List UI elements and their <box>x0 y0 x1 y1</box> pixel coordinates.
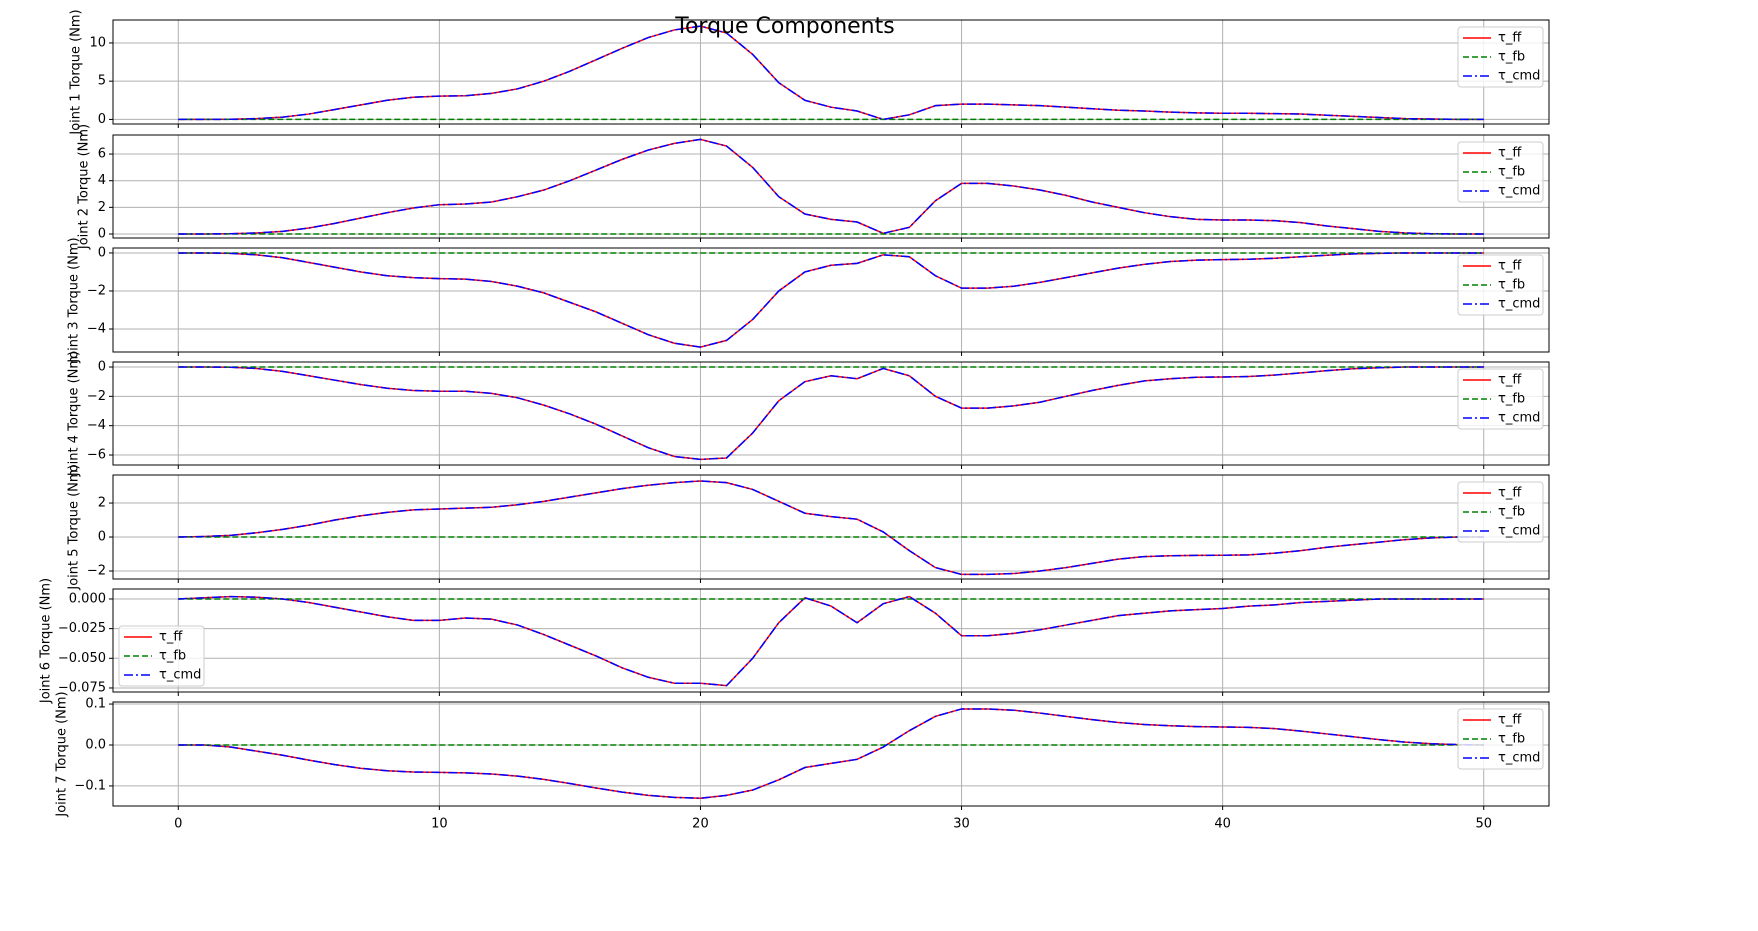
series-line <box>178 595 1484 687</box>
y-tick-label: −4 <box>87 321 106 336</box>
y-tick-label: 10 <box>89 35 106 50</box>
series-line <box>178 595 1484 687</box>
y-tick-label: 0.1 <box>85 697 106 712</box>
series-line <box>178 252 1484 348</box>
y-tick-label: −2 <box>87 283 106 298</box>
legend-label: τ_cmd <box>1498 751 1540 766</box>
y-tick-label: 2 <box>98 200 106 215</box>
y-axis-label: Joint 7 Torque (Nm) <box>55 691 70 817</box>
x-tick-label: 30 <box>953 817 970 832</box>
legend-label: τ_fb <box>1498 278 1525 293</box>
y-axis-label: Joint 4 Torque (Nm) <box>67 351 82 477</box>
legend: τ_ff τ_fb τ_cmd <box>1457 368 1544 430</box>
legend-label: τ_ff <box>1498 146 1522 161</box>
legend: τ_ff τ_fb τ_cmd <box>1457 254 1544 316</box>
legend-label: τ_fb <box>1498 165 1525 180</box>
legend-label: τ_cmd <box>1498 69 1540 84</box>
y-tick-label: 0.0 <box>85 737 106 752</box>
y-tick-label: 0.000 <box>69 591 106 606</box>
legend-box <box>1457 368 1544 430</box>
axes-frame <box>112 474 1550 580</box>
axes-frame <box>112 134 1550 239</box>
series-line <box>178 138 1484 235</box>
legend-box <box>118 625 205 687</box>
y-tick-label: −6 <box>87 448 106 463</box>
legend-label: τ_cmd <box>1498 184 1540 199</box>
legend-label: τ_ff <box>159 630 183 645</box>
y-tick-label: 0 <box>98 245 106 260</box>
legend-label: τ_cmd <box>1498 524 1540 539</box>
legend-box <box>1457 141 1544 203</box>
y-axis-label: Joint 6 Torque (Nm) <box>39 578 54 704</box>
series-line <box>178 366 1484 461</box>
y-axis-label: Joint 1 Torque (Nm) <box>69 9 84 135</box>
y-tick-label: −4 <box>87 418 106 433</box>
y-tick-label: 4 <box>98 173 106 188</box>
legend-label: τ_fb <box>1498 392 1525 407</box>
y-tick-label: −0.025 <box>58 621 106 636</box>
y-tick-label: 2 <box>98 496 106 511</box>
series-line <box>178 366 1484 461</box>
figure-title: Torque Components <box>674 14 894 39</box>
y-axis-label: Joint 2 Torque (Nm) <box>77 124 92 250</box>
y-tick-label: 0 <box>98 112 106 127</box>
legend-label: τ_cmd <box>1498 297 1540 312</box>
y-tick-label: −2 <box>87 389 106 404</box>
legend-box <box>1457 708 1544 770</box>
y-tick-label: 0 <box>98 530 106 545</box>
legend: τ_ff τ_fb τ_cmd <box>1457 708 1544 770</box>
y-tick-label: −0.050 <box>58 651 106 666</box>
legend-label: τ_fb <box>1498 505 1525 520</box>
series-line <box>178 708 1484 799</box>
y-tick-label: 0 <box>98 359 106 374</box>
series-line <box>178 708 1484 799</box>
legend-label: τ_ff <box>1498 373 1522 388</box>
legend: τ_ff τ_fb τ_cmd <box>1457 26 1544 88</box>
y-tick-label: 0 <box>98 227 106 242</box>
legend-box <box>1457 254 1544 316</box>
axes-frame <box>112 247 1550 353</box>
y-axis-label: Joint 3 Torque (Nm) <box>67 237 82 363</box>
legend-label: τ_fb <box>1498 50 1525 65</box>
legend-label: τ_ff <box>1498 259 1522 274</box>
axes-frame <box>112 361 1550 466</box>
series-line <box>178 480 1484 576</box>
axes-frame <box>112 19 1550 125</box>
y-axis-label: Joint 5 Torque (Nm) <box>67 464 82 590</box>
series-line <box>178 25 1484 121</box>
x-tick-label: 10 <box>431 817 448 832</box>
legend-label: τ_fb <box>159 649 186 664</box>
legend-box <box>1457 26 1544 88</box>
x-tick-label: 20 <box>692 817 709 832</box>
y-tick-label: 5 <box>98 74 106 89</box>
legend: τ_ff τ_fb τ_cmd <box>1457 141 1544 203</box>
y-tick-label: 6 <box>98 147 106 162</box>
x-tick-label: 50 <box>1475 817 1492 832</box>
legend-label: τ_ff <box>1498 713 1522 728</box>
axes-frame <box>112 588 1550 693</box>
legend-label: τ_ff <box>1498 31 1522 46</box>
y-tick-label: −0.075 <box>58 680 106 695</box>
series-line <box>178 252 1484 348</box>
legend-label: τ_cmd <box>159 668 201 683</box>
legend-label: τ_cmd <box>1498 411 1540 426</box>
y-tick-label: −2 <box>87 564 106 579</box>
legend-box <box>1457 481 1544 543</box>
legend: τ_ff τ_fb τ_cmd <box>118 625 205 687</box>
x-tick-label: 0 <box>174 817 182 832</box>
series-line <box>178 25 1484 121</box>
x-tick-label: 40 <box>1214 817 1231 832</box>
y-tick-label: −0.1 <box>74 778 106 793</box>
series-line <box>178 480 1484 576</box>
legend: τ_ff τ_fb τ_cmd <box>1457 481 1544 543</box>
legend-label: τ_ff <box>1498 486 1522 501</box>
axes-frame <box>112 701 1550 807</box>
legend-label: τ_fb <box>1498 732 1525 747</box>
